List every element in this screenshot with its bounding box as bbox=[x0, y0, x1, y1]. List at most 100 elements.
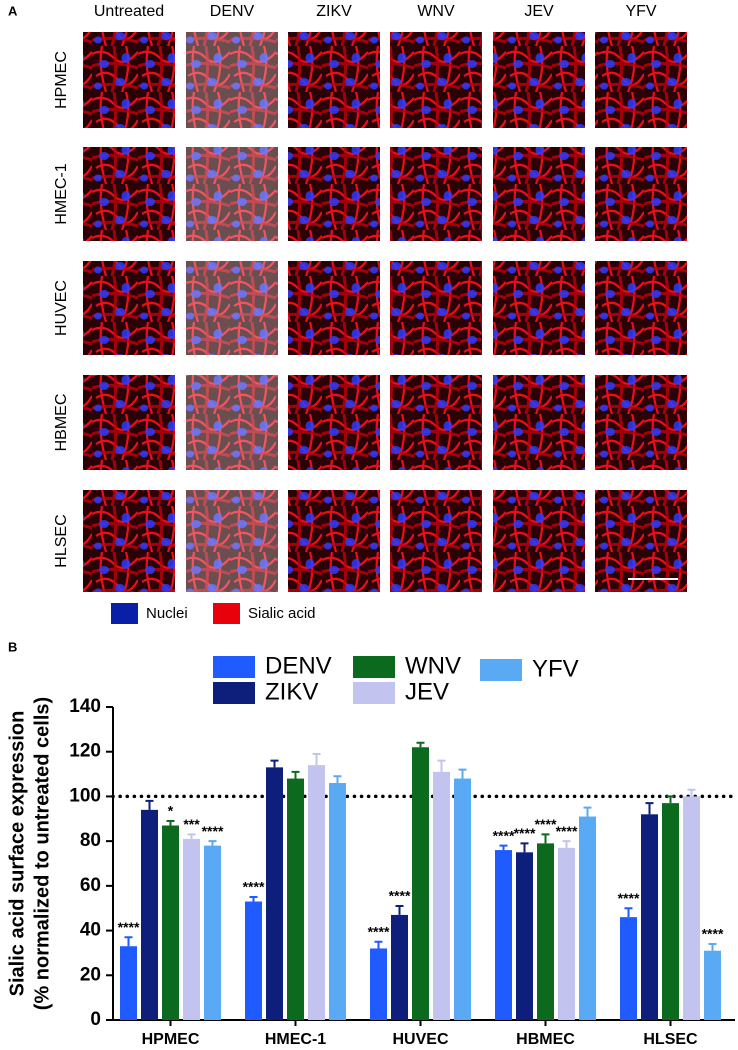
column-label: Untreated bbox=[94, 3, 164, 20]
legend-label: ZIKV bbox=[265, 678, 318, 705]
bar bbox=[183, 838, 200, 1020]
micrograph bbox=[493, 261, 585, 355]
legend-swatch bbox=[213, 603, 240, 624]
micrograph bbox=[83, 32, 175, 128]
y-axis-label: Sialic acid surface expression bbox=[6, 711, 28, 997]
y-axis-label: (% normalized to untreated cells) bbox=[31, 697, 53, 1010]
significance-label: **** bbox=[243, 879, 265, 895]
column-label: JEV bbox=[524, 3, 554, 20]
bar bbox=[308, 765, 325, 1020]
micrograph bbox=[390, 490, 482, 592]
micrograph bbox=[186, 490, 278, 592]
error-bar bbox=[645, 802, 654, 815]
micrograph bbox=[186, 375, 278, 470]
error-bar bbox=[541, 833, 550, 844]
error-bar bbox=[499, 844, 508, 851]
significance-label: **** bbox=[618, 890, 640, 906]
micrograph bbox=[390, 147, 482, 241]
micrograph bbox=[186, 32, 278, 128]
error-bar bbox=[312, 752, 321, 766]
error-bar bbox=[145, 799, 154, 810]
error-bar bbox=[666, 795, 675, 804]
bar bbox=[329, 783, 346, 1020]
legend-swatch bbox=[353, 656, 395, 678]
x-tick-label: HPMEC bbox=[142, 1031, 200, 1048]
legend-label: Sialic acid bbox=[248, 605, 316, 622]
micrograph bbox=[288, 147, 380, 241]
row-label: HBMEC bbox=[53, 394, 70, 452]
micrograph bbox=[595, 261, 687, 355]
error-bar bbox=[458, 768, 467, 779]
x-tick-label: HBMEC bbox=[516, 1031, 575, 1048]
error-bar bbox=[624, 907, 633, 918]
x-tick-label: HLSEC bbox=[643, 1031, 698, 1048]
micrograph bbox=[288, 490, 380, 592]
error-bar bbox=[270, 759, 279, 768]
row-label: HMEC-1 bbox=[53, 163, 70, 224]
y-tick-label: 140 bbox=[69, 696, 101, 717]
significance-label: **** bbox=[202, 823, 224, 839]
bar bbox=[683, 796, 700, 1020]
error-bar bbox=[416, 741, 425, 748]
legend-label: JEV bbox=[405, 678, 449, 705]
micrograph bbox=[390, 32, 482, 128]
micrograph bbox=[390, 261, 482, 355]
legend-swatch bbox=[213, 656, 255, 678]
error-bar bbox=[687, 788, 696, 797]
significance-label: *** bbox=[183, 816, 200, 832]
bar bbox=[245, 901, 262, 1020]
error-bar bbox=[291, 770, 300, 779]
significance-label: **** bbox=[368, 923, 390, 939]
micrograph bbox=[493, 147, 585, 241]
bar bbox=[537, 843, 554, 1020]
y-tick-label: 120 bbox=[69, 741, 101, 762]
column-label: YFV bbox=[625, 3, 656, 20]
legend-label: WNV bbox=[405, 652, 461, 679]
micrograph bbox=[595, 375, 687, 470]
legend-label: DENV bbox=[265, 652, 332, 679]
y-tick-label: 20 bbox=[80, 964, 101, 985]
x-tick-label: HUVEC bbox=[392, 1031, 448, 1048]
y-tick-label: 60 bbox=[80, 875, 101, 896]
legend-swatch bbox=[111, 603, 138, 624]
error-bar bbox=[333, 775, 342, 784]
row-label: HLSEC bbox=[53, 514, 70, 567]
row-label: HPMEC bbox=[53, 51, 70, 109]
significance-label: **** bbox=[493, 827, 515, 843]
bar bbox=[641, 814, 658, 1020]
micrograph bbox=[493, 32, 585, 128]
y-tick-label: 40 bbox=[80, 920, 101, 941]
column-label: ZIKV bbox=[316, 3, 352, 20]
error-bar bbox=[166, 820, 175, 826]
bar bbox=[454, 778, 471, 1020]
bar bbox=[433, 771, 450, 1020]
error-bar bbox=[520, 842, 529, 853]
bar bbox=[558, 847, 575, 1020]
bar bbox=[391, 914, 408, 1020]
micrograph bbox=[390, 375, 482, 470]
error-bar bbox=[374, 940, 383, 949]
error-bar bbox=[187, 833, 196, 839]
row-label: HUVEC bbox=[53, 280, 70, 336]
column-label: DENV bbox=[210, 3, 255, 20]
bar bbox=[120, 946, 137, 1020]
significance-label: **** bbox=[556, 823, 578, 839]
error-bar bbox=[583, 806, 592, 817]
micrograph bbox=[595, 32, 687, 128]
significance-label: **** bbox=[118, 919, 140, 935]
micrograph bbox=[595, 490, 687, 592]
bar bbox=[287, 778, 304, 1020]
micrograph bbox=[83, 375, 175, 470]
error-bar bbox=[249, 896, 258, 902]
micrograph bbox=[83, 261, 175, 355]
error-bar bbox=[208, 840, 217, 846]
micrograph bbox=[186, 261, 278, 355]
significance-label: **** bbox=[535, 816, 557, 832]
micrograph bbox=[288, 261, 380, 355]
bar bbox=[579, 816, 596, 1020]
significance-label: **** bbox=[702, 926, 724, 942]
legend-swatch bbox=[213, 682, 255, 704]
micrograph bbox=[493, 490, 585, 592]
significance-label: **** bbox=[514, 825, 536, 841]
panel-label: B bbox=[8, 639, 17, 654]
